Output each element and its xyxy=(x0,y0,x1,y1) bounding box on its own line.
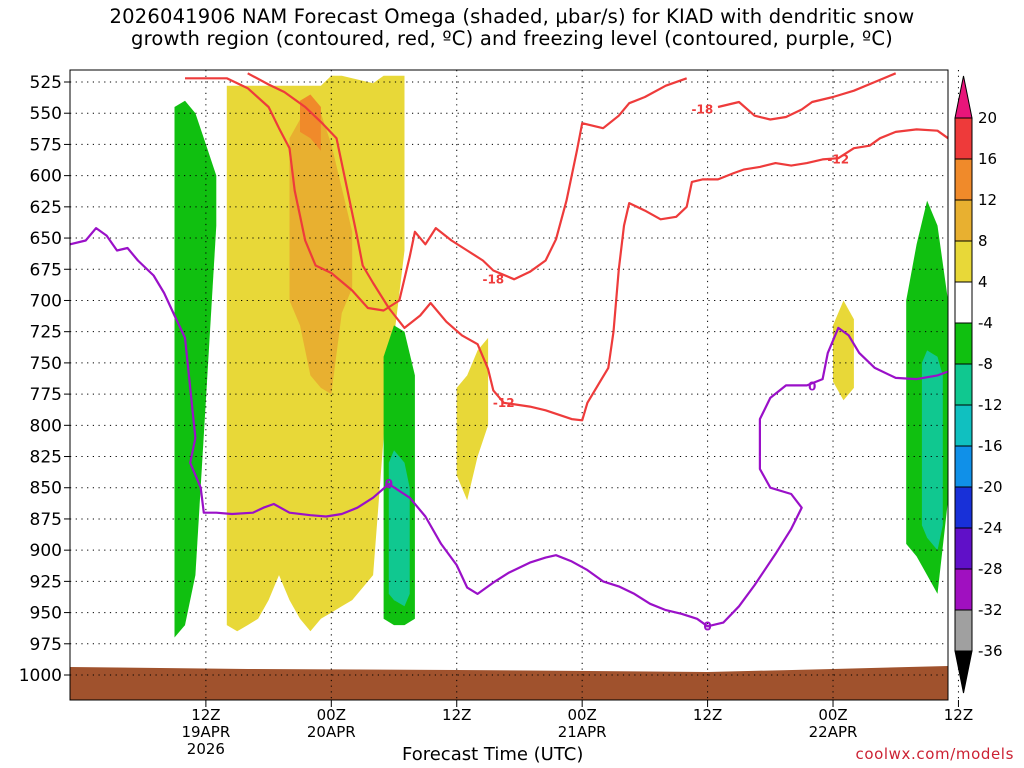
chart-title-line1: 2026041906 NAM Forecast Omega (shaded, μ… xyxy=(109,5,915,28)
colorbar-label-4: 4 xyxy=(978,273,988,291)
xtick-label-18-1: 20APR xyxy=(307,723,356,741)
ytick-label-850: 850 xyxy=(30,479,62,499)
contour-label-1-0: -12 xyxy=(827,152,849,166)
colorbar-label-10: -24 xyxy=(978,519,1003,537)
omega-region-4 xyxy=(300,94,321,151)
omega-region-2 xyxy=(833,300,854,401)
chart-title: 2026041906 NAM Forecast Omega (shaded, μ… xyxy=(0,6,1024,50)
contour-label-1-1: -12 xyxy=(493,396,515,410)
contour-label-2-1: 0 xyxy=(703,619,711,633)
contour-2-0 xyxy=(69,227,949,628)
ground-fill xyxy=(70,666,948,700)
ytick-label-575: 575 xyxy=(30,135,62,155)
colorbar-label-9: -20 xyxy=(978,478,1003,496)
colorbar-label-5: -4 xyxy=(978,314,993,332)
colorbar-label-1: 16 xyxy=(978,150,997,168)
omega-region-3 xyxy=(289,107,353,395)
ytick-label-775: 775 xyxy=(30,385,62,405)
contour-label-2-0: 0 xyxy=(385,477,393,491)
ytick-label-800: 800 xyxy=(30,416,62,436)
ytick-label-750: 750 xyxy=(30,354,62,374)
omega-region-1 xyxy=(456,337,489,501)
chart-title-line2: growth region (contoured, red, ºC) and f… xyxy=(131,27,893,50)
site-credit[interactable]: coolwx.com/models xyxy=(855,745,1014,763)
colorbar-box-10 xyxy=(954,486,973,529)
colorbar-label-7: -12 xyxy=(978,396,1003,414)
ytick-label-600: 600 xyxy=(30,167,62,187)
contour-label-2-2: 0 xyxy=(808,380,816,394)
ytick-label-700: 700 xyxy=(30,291,62,311)
contour-label-0-0: -18 xyxy=(692,102,714,116)
colorbar-label-6: -8 xyxy=(978,355,993,373)
colorbar-box-9 xyxy=(954,445,973,488)
ytick-label-900: 900 xyxy=(30,541,62,561)
colorbar-box-8 xyxy=(954,404,973,447)
colorbar-box-1 xyxy=(954,117,973,160)
ytick-label-525: 525 xyxy=(30,73,62,93)
ytick-label-975: 975 xyxy=(30,635,62,655)
colorbar-box-4 xyxy=(954,240,973,283)
xtick-label-66-1: 22APR xyxy=(809,723,858,741)
ytick-label-625: 625 xyxy=(30,198,62,218)
colorbar-box-6 xyxy=(954,322,973,365)
colorbar-label-12: -32 xyxy=(978,601,1003,619)
colorbar-box-2 xyxy=(954,158,973,201)
colorbar-box-7 xyxy=(954,363,973,406)
colorbar-label-0: 20 xyxy=(978,109,997,127)
colorbar-box-11 xyxy=(954,527,973,570)
ground-surface xyxy=(70,666,948,700)
colorbar-box-3 xyxy=(954,199,973,242)
colorbar-top-arrow xyxy=(954,75,973,119)
xtick-label-66-0: 00Z xyxy=(818,706,847,724)
ytick-label-550: 550 xyxy=(30,104,62,124)
omega-region-8 xyxy=(388,450,410,607)
ytick-label-950: 950 xyxy=(30,604,62,624)
colorbar-bottom-arrow xyxy=(954,650,973,694)
colorbar-label-8: -16 xyxy=(978,437,1003,455)
xtick-label-30-0: 12Z xyxy=(442,706,471,724)
xtick-label-6-2: 2026 xyxy=(187,740,225,758)
ytick-label-1000: 1000 xyxy=(19,666,62,686)
colorbar-label-13: -36 xyxy=(978,642,1003,660)
ytick-label-650: 650 xyxy=(30,229,62,249)
omega-region-9 xyxy=(921,350,943,551)
ytick-label-875: 875 xyxy=(30,510,62,530)
omega-region-5 xyxy=(174,100,217,638)
xtick-label-42-0: 00Z xyxy=(567,706,596,724)
contour-0-0 xyxy=(185,77,688,312)
ytick-label-675: 675 xyxy=(30,260,62,280)
y-axis-ticks: 525 550 575 600 625 650 675 700 725 750 775 800 825 8… xyxy=(19,73,70,686)
ytick-label-825: 825 xyxy=(30,448,62,468)
xtick-label-18-0: 00Z xyxy=(317,706,346,724)
xtick-label-6-1: 19APR xyxy=(181,723,230,741)
plot-frame xyxy=(69,69,949,701)
xtick-label-6-0: 12Z xyxy=(191,706,220,724)
colorbar-box-5 xyxy=(954,281,973,324)
grid-lines xyxy=(70,70,959,700)
x-axis-label: Forecast Time (UTC) xyxy=(402,744,584,765)
colorbar-label-3: 8 xyxy=(978,232,988,250)
ytick-label-925: 925 xyxy=(30,572,62,592)
xtick-label-78-0: 12Z xyxy=(944,706,973,724)
xtick-label-54-0: 12Z xyxy=(693,706,722,724)
contour-1-0 xyxy=(247,72,949,422)
contour-0-1 xyxy=(717,72,897,121)
colorbar-box-12 xyxy=(954,568,973,611)
ytick-label-725: 725 xyxy=(30,323,62,343)
colorbar-box-13 xyxy=(954,609,973,652)
contour-lines: -18 -18 -12 -12 0 0 0 xyxy=(69,72,949,633)
colorbar-legend: 20 16 12 8 4 -4 -8 -12 -16 -20 -24 -28 -32 -36 xyxy=(954,75,1003,694)
xtick-label-42-1: 21APR xyxy=(558,723,607,741)
colorbar-label-11: -28 xyxy=(978,560,1003,578)
colorbar-label-2: 12 xyxy=(978,191,997,209)
contour-label-0-1: -18 xyxy=(482,272,504,286)
